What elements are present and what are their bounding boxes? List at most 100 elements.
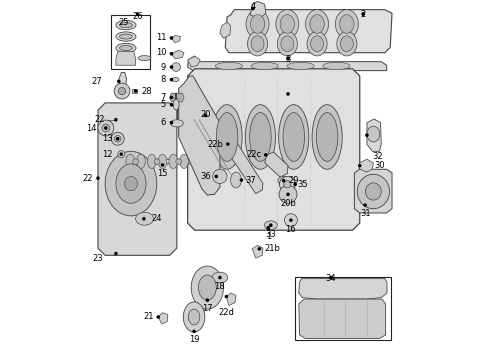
Ellipse shape [251, 36, 264, 51]
Text: 20: 20 [200, 110, 211, 119]
Ellipse shape [188, 309, 200, 325]
Text: 17: 17 [202, 304, 213, 313]
Ellipse shape [116, 164, 146, 203]
Circle shape [171, 122, 172, 124]
Ellipse shape [306, 10, 329, 39]
Circle shape [206, 299, 208, 301]
Circle shape [219, 276, 221, 279]
Ellipse shape [231, 172, 242, 188]
Ellipse shape [111, 132, 124, 145]
Ellipse shape [154, 159, 160, 165]
Circle shape [287, 57, 289, 59]
Polygon shape [299, 279, 387, 299]
Bar [111, 15, 150, 69]
Circle shape [171, 37, 172, 39]
Ellipse shape [126, 154, 135, 168]
Ellipse shape [158, 154, 167, 168]
Ellipse shape [136, 212, 153, 225]
Text: 14: 14 [86, 123, 96, 132]
Text: 21: 21 [143, 312, 153, 321]
Polygon shape [188, 56, 200, 67]
Circle shape [105, 127, 107, 129]
Ellipse shape [279, 105, 309, 169]
Ellipse shape [283, 113, 304, 161]
Ellipse shape [172, 63, 180, 71]
Circle shape [267, 226, 270, 229]
Text: 12: 12 [102, 150, 112, 159]
Text: 18: 18 [215, 282, 225, 291]
Ellipse shape [312, 105, 342, 169]
Ellipse shape [357, 174, 390, 209]
Ellipse shape [307, 32, 327, 56]
Circle shape [258, 248, 260, 250]
Ellipse shape [120, 34, 132, 39]
Text: 20b: 20b [280, 199, 296, 208]
Polygon shape [172, 36, 180, 42]
Text: 5: 5 [161, 100, 166, 109]
Ellipse shape [250, 15, 265, 33]
Text: 21b: 21b [265, 244, 281, 253]
Circle shape [171, 66, 172, 68]
Circle shape [161, 164, 164, 166]
Text: 31: 31 [360, 209, 370, 218]
Circle shape [225, 296, 227, 298]
Ellipse shape [265, 221, 277, 229]
Polygon shape [172, 50, 184, 59]
Text: 22c: 22c [246, 150, 261, 159]
Circle shape [362, 13, 365, 15]
Ellipse shape [173, 99, 179, 110]
Ellipse shape [323, 62, 350, 69]
Circle shape [135, 90, 137, 92]
Circle shape [120, 153, 122, 155]
Ellipse shape [279, 185, 297, 203]
Text: 1: 1 [266, 232, 271, 241]
Circle shape [359, 165, 361, 167]
Circle shape [364, 204, 366, 206]
Circle shape [97, 177, 99, 179]
Ellipse shape [124, 176, 137, 191]
Circle shape [157, 316, 159, 318]
Ellipse shape [366, 183, 381, 200]
Ellipse shape [120, 23, 132, 28]
Ellipse shape [311, 36, 323, 51]
Ellipse shape [277, 32, 297, 56]
Ellipse shape [367, 126, 380, 142]
Polygon shape [98, 103, 177, 255]
Circle shape [270, 224, 272, 226]
Text: 6: 6 [161, 118, 166, 127]
Ellipse shape [119, 87, 125, 95]
Ellipse shape [116, 32, 136, 41]
Text: 35: 35 [297, 180, 308, 189]
Ellipse shape [310, 15, 324, 33]
Ellipse shape [115, 135, 121, 142]
Ellipse shape [250, 113, 271, 161]
Ellipse shape [137, 154, 146, 168]
Ellipse shape [245, 105, 275, 169]
Circle shape [287, 93, 289, 95]
Circle shape [265, 154, 267, 156]
Text: 32: 32 [372, 152, 383, 161]
Text: 37: 37 [245, 176, 256, 185]
Text: 15: 15 [157, 169, 168, 178]
Ellipse shape [215, 62, 243, 69]
Text: 24: 24 [152, 214, 162, 223]
Ellipse shape [276, 10, 299, 39]
Circle shape [171, 78, 172, 81]
Ellipse shape [118, 150, 125, 158]
Ellipse shape [120, 45, 132, 50]
Text: 4: 4 [250, 2, 255, 11]
Text: 7: 7 [161, 93, 166, 102]
Text: 33: 33 [266, 230, 276, 239]
Polygon shape [170, 93, 184, 102]
Ellipse shape [279, 176, 295, 192]
Ellipse shape [287, 62, 314, 69]
Text: 10: 10 [156, 48, 166, 57]
Circle shape [204, 114, 207, 117]
Ellipse shape [133, 159, 139, 165]
Bar [295, 277, 392, 339]
Polygon shape [367, 119, 381, 151]
Circle shape [117, 138, 119, 140]
Text: 22b: 22b [208, 140, 223, 149]
Text: 11: 11 [156, 33, 166, 42]
Circle shape [267, 227, 270, 229]
